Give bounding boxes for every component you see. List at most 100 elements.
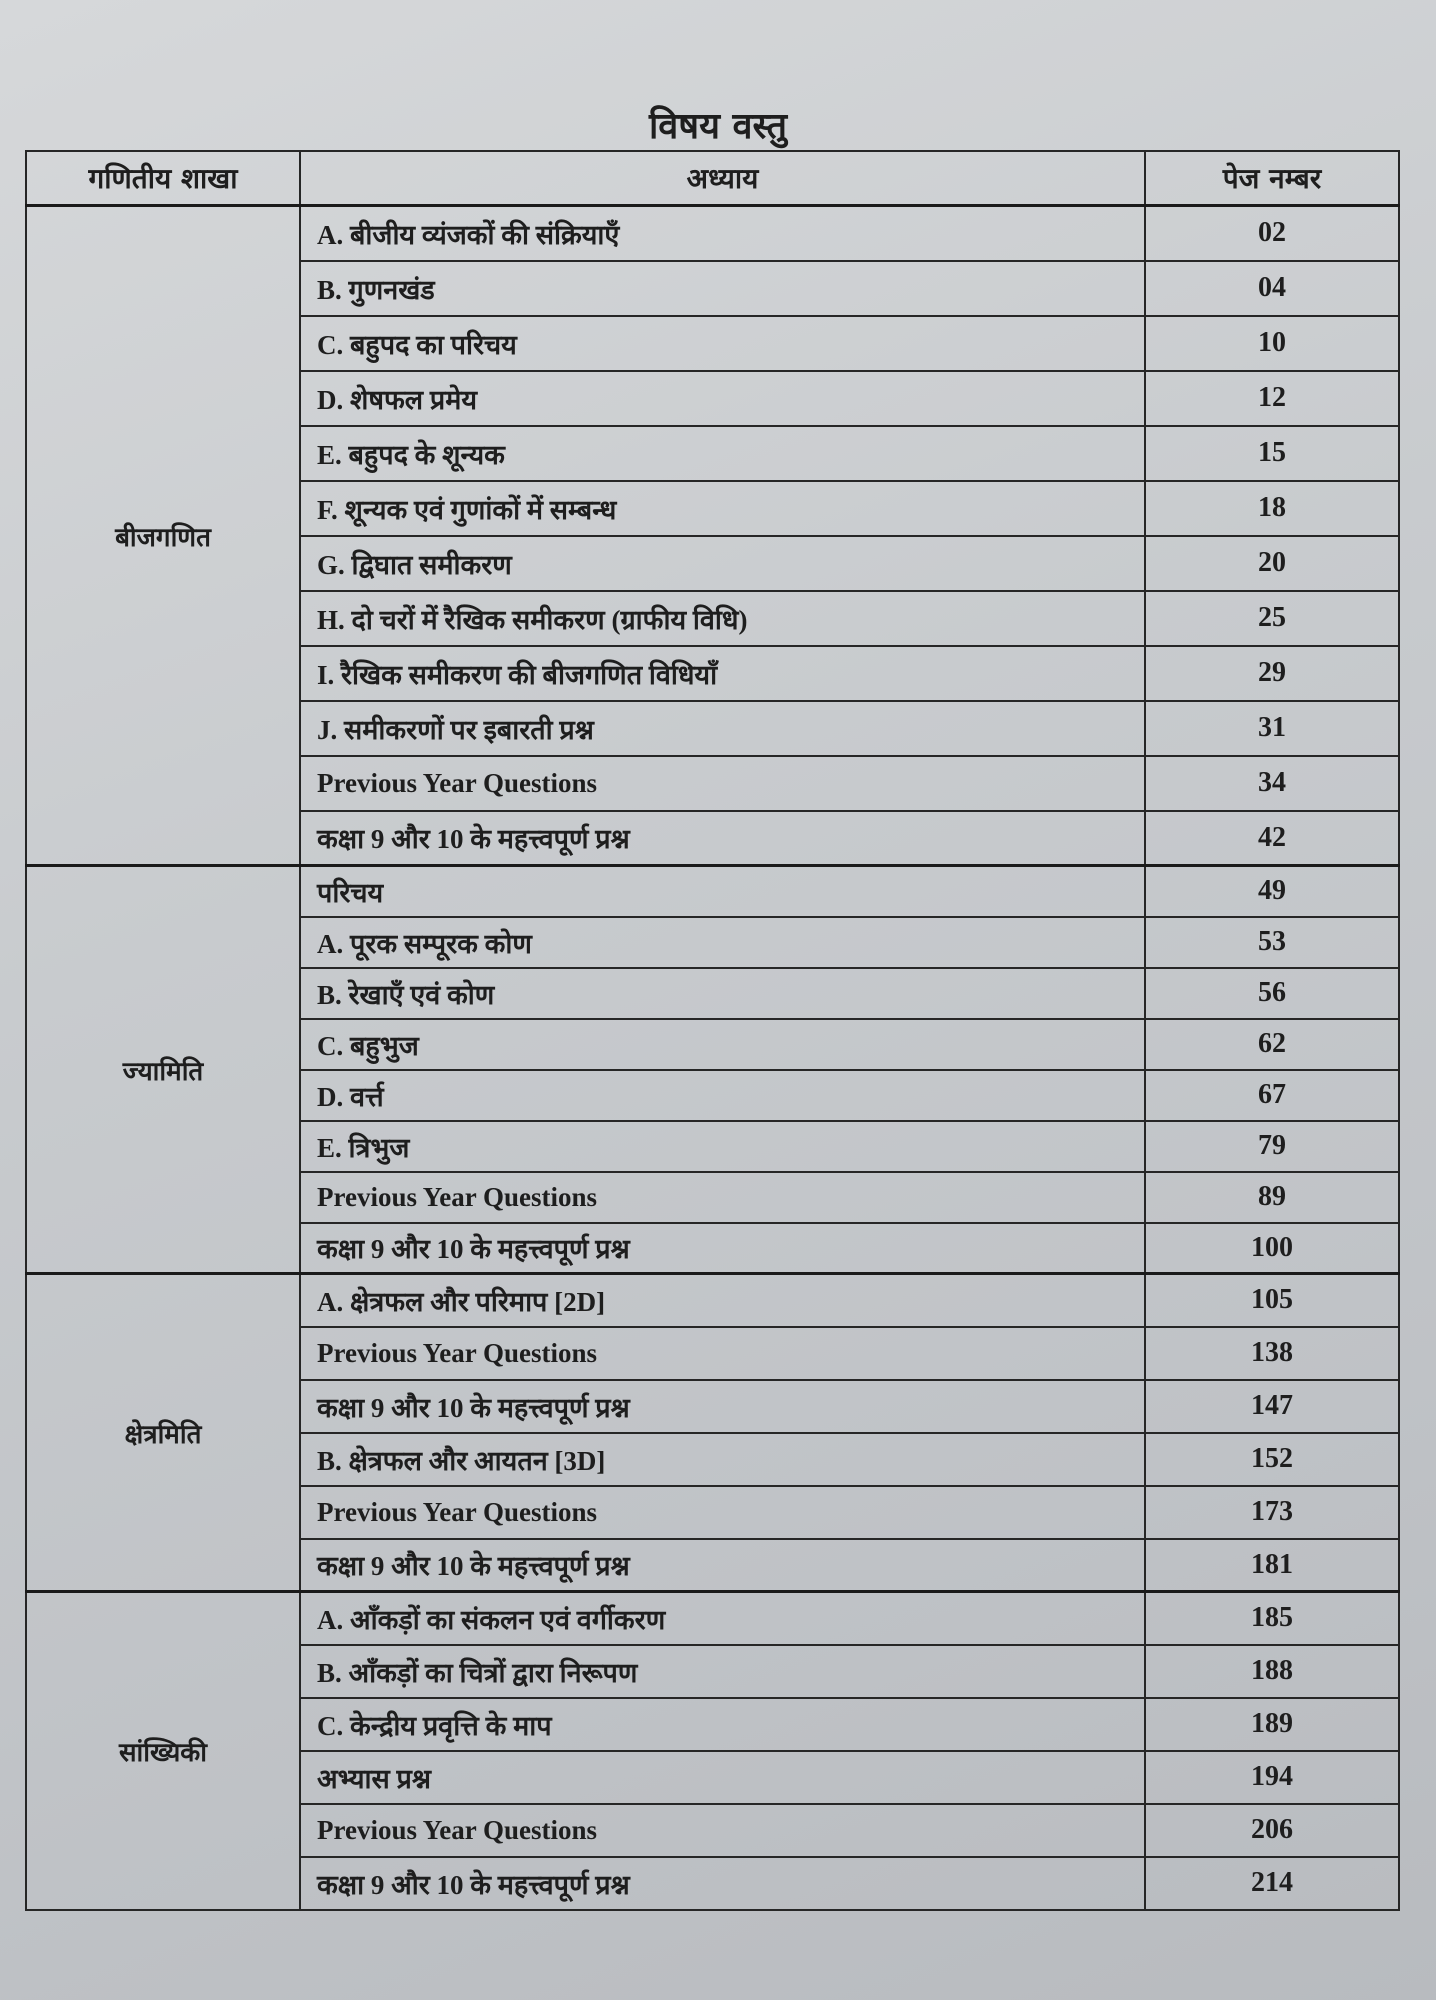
chapter-cell: A. क्षेत्रफल और परिमाप [2D]: [299, 1272, 1146, 1328]
table-row: Previous Year Questions 89: [26, 1170, 1400, 1224]
branch-cell: बीजगणित: [25, 204, 301, 867]
table-row: C. बहुभुज 62: [26, 1017, 1400, 1071]
table-row: D. वर्त्त 67: [26, 1068, 1400, 1122]
chapter-cell: C. केन्द्रीय प्रवृत्ति के माप: [299, 1696, 1146, 1752]
page-number-cell: 89: [1144, 1170, 1400, 1224]
table-row: ज्यामिति परिचय 49: [25, 864, 1400, 1275]
branch-cell: क्षेत्रमिति: [25, 1272, 301, 1593]
chapter-cell: कक्षा 9 और 10 के महत्त्वपूर्ण प्रश्न: [299, 1537, 1146, 1593]
chapter-cell: E. बहुपद के शून्यक: [299, 424, 1146, 482]
table-row: Previous Year Questions 206: [26, 1802, 1400, 1858]
page-number-cell: 15: [1144, 424, 1400, 482]
page-number-cell: 10: [1144, 314, 1400, 372]
table-row: J. समीकरणों पर इबारती प्रश्न 31: [26, 699, 1400, 757]
branch-group: ज्यामिति परिचय 49 A. पूरक सम्पूरक कोण 53 B. र…: [25, 864, 1400, 1275]
page-number-cell: 189: [1144, 1696, 1400, 1752]
chapter-cell: I. रैखिक समीकरण की बीजगणित विधियाँ: [299, 644, 1146, 702]
table-row: कक्षा 9 और 10 के महत्त्वपूर्ण प्रश्न 214: [26, 1855, 1400, 1911]
header-branch: गणितीय शाखा: [25, 150, 301, 207]
branch-cell: ज्यामिति: [25, 864, 301, 1275]
table-row: C. बहुपद का परिचय 10: [26, 314, 1400, 372]
chapter-cell: G. द्विघात समीकरण: [299, 534, 1146, 592]
page-number-cell: 49: [1144, 864, 1400, 918]
chapter-cell: B. गुणनखंड: [299, 259, 1146, 317]
page-number-cell: 25: [1144, 589, 1400, 647]
table-row: D. शेषफल प्रमेय 12: [26, 369, 1400, 427]
branch-cell: सांख्यिकी: [25, 1590, 301, 1911]
table-row: कक्षा 9 और 10 के महत्त्वपूर्ण प्रश्न 147: [26, 1378, 1400, 1434]
table-row: B. रेखाएँ एवं कोण 56: [26, 966, 1400, 1020]
page-number-cell: 185: [1144, 1590, 1400, 1646]
page-number-cell: 152: [1144, 1431, 1400, 1487]
chapter-cell: C. बहुपद का परिचय: [299, 314, 1146, 372]
chapter-cell: C. बहुभुज: [299, 1017, 1146, 1071]
chapter-cell: B. क्षेत्रफल और आयतन [3D]: [299, 1431, 1146, 1487]
chapter-cell: D. वर्त्त: [299, 1068, 1146, 1122]
table-row: E. त्रिभुज 79: [26, 1119, 1400, 1173]
page-number-cell: 12: [1144, 369, 1400, 427]
page-number-cell: 194: [1144, 1749, 1400, 1805]
page-number-cell: 206: [1144, 1802, 1400, 1858]
page-number-cell: 105: [1144, 1272, 1400, 1328]
page-number-cell: 56: [1144, 966, 1400, 1020]
page-number-cell: 18: [1144, 479, 1400, 537]
chapter-cell: परिचय: [299, 864, 1146, 918]
chapter-cell: A. आँकड़ों का संकलन एवं वर्गीकरण: [299, 1590, 1146, 1646]
table-row: B. आँकड़ों का चित्रों द्वारा निरूपण 188: [26, 1643, 1400, 1699]
chapter-cell: कक्षा 9 और 10 के महत्त्वपूर्ण प्रश्न: [299, 1855, 1146, 1911]
page-number-cell: 31: [1144, 699, 1400, 757]
table-row: Previous Year Questions 138: [26, 1325, 1400, 1381]
chapter-cell: Previous Year Questions: [299, 754, 1146, 812]
table-row: क्षेत्रमिति A. क्षेत्रफल और परिमाप [2D] 10…: [25, 1272, 1400, 1593]
page-number-cell: 53: [1144, 915, 1400, 969]
chapter-cell: E. त्रिभुज: [299, 1119, 1146, 1173]
table-row: E. बहुपद के शून्यक 15: [26, 424, 1400, 482]
branch-group: सांख्यिकी A. आँकड़ों का संकलन एवं वर्गीकर…: [25, 1590, 1400, 1911]
chapter-cell: Previous Year Questions: [299, 1170, 1146, 1224]
branch-group: बीजगणित A. बीजीय व्यंजकों की संक्रियाएँ 02…: [25, 204, 1400, 867]
chapter-cell: D. शेषफल प्रमेय: [299, 369, 1146, 427]
chapter-cell: Previous Year Questions: [299, 1802, 1146, 1858]
page-number-cell: 79: [1144, 1119, 1400, 1173]
table-row: कक्षा 9 और 10 के महत्त्वपूर्ण प्रश्न 100: [26, 1221, 1400, 1275]
header-chapter: अध्याय: [299, 150, 1146, 207]
chapter-cell: कक्षा 9 और 10 के महत्त्वपूर्ण प्रश्न: [299, 1378, 1146, 1434]
page-number-cell: 04: [1144, 259, 1400, 317]
chapter-cell: B. रेखाएँ एवं कोण: [299, 966, 1146, 1020]
header-page: पेज नम्बर: [1144, 150, 1400, 207]
table-row: F. शून्यक एवं गुणांकों में सम्बन्ध 18: [26, 479, 1400, 537]
chapter-cell: कक्षा 9 और 10 के महत्त्वपूर्ण प्रश्न: [299, 809, 1146, 867]
page-number-cell: 147: [1144, 1378, 1400, 1434]
table-row: बीजगणित A. बीजीय व्यंजकों की संक्रियाएँ 02: [25, 204, 1400, 867]
table-row: B. क्षेत्रफल और आयतन [3D] 152: [26, 1431, 1400, 1487]
table-row: A. पूरक सम्पूरक कोण 53: [26, 915, 1400, 969]
page-number-cell: 62: [1144, 1017, 1400, 1071]
table-row: B. गुणनखंड 04: [26, 259, 1400, 317]
chapter-cell: H. दो चरों में रैखिक समीकरण (ग्राफीय विध…: [299, 589, 1146, 647]
table-row: I. रैखिक समीकरण की बीजगणित विधियाँ 29: [26, 644, 1400, 702]
table-row: C. केन्द्रीय प्रवृत्ति के माप 189: [26, 1696, 1400, 1752]
page-number-cell: 02: [1144, 204, 1400, 262]
page-number-cell: 173: [1144, 1484, 1400, 1540]
page-number-cell: 181: [1144, 1537, 1400, 1593]
contents-table: गणितीय शाखा अध्याय पेज नम्बर बीजगणित A. ब…: [25, 150, 1400, 1911]
table-row: कक्षा 9 और 10 के महत्त्वपूर्ण प्रश्न 181: [26, 1537, 1400, 1593]
page-number-cell: 29: [1144, 644, 1400, 702]
page-number-cell: 67: [1144, 1068, 1400, 1122]
table-row: Previous Year Questions 173: [26, 1484, 1400, 1540]
page-number-cell: 20: [1144, 534, 1400, 592]
chapter-cell: Previous Year Questions: [299, 1484, 1146, 1540]
page-title: विषय वस्तु: [648, 106, 788, 147]
table-row: H. दो चरों में रैखिक समीकरण (ग्राफीय विध…: [26, 589, 1400, 647]
table-row: G. द्विघात समीकरण 20: [26, 534, 1400, 592]
page-number-cell: 214: [1144, 1855, 1400, 1911]
branch-group: क्षेत्रमिति A. क्षेत्रफल और परिमाप [2D] 10…: [25, 1272, 1400, 1593]
chapter-cell: A. बीजीय व्यंजकों की संक्रियाएँ: [299, 204, 1146, 262]
table-row: सांख्यिकी A. आँकड़ों का संकलन एवं वर्गीकर…: [25, 1590, 1400, 1911]
chapter-cell: B. आँकड़ों का चित्रों द्वारा निरूपण: [299, 1643, 1146, 1699]
page-number-cell: 138: [1144, 1325, 1400, 1381]
chapter-cell: Previous Year Questions: [299, 1325, 1146, 1381]
page-number-cell: 34: [1144, 754, 1400, 812]
chapter-cell: A. पूरक सम्पूरक कोण: [299, 915, 1146, 969]
header-row: गणितीय शाखा अध्याय पेज नम्बर: [25, 150, 1400, 207]
